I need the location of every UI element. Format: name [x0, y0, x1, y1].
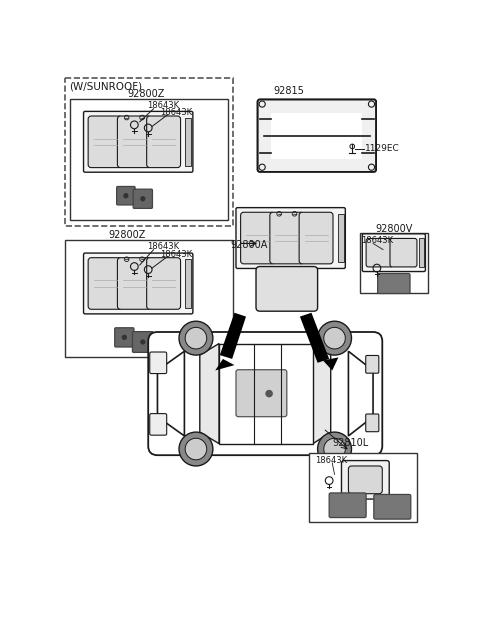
FancyBboxPatch shape [366, 414, 379, 432]
Polygon shape [348, 351, 373, 436]
Circle shape [124, 194, 128, 197]
FancyBboxPatch shape [133, 189, 153, 209]
Bar [419, 238, 424, 267]
Text: 18643K: 18643K [147, 101, 180, 110]
Polygon shape [300, 313, 329, 363]
Bar [360, 233, 428, 294]
Bar [65, 239, 233, 357]
Text: 18643K: 18643K [361, 236, 394, 245]
FancyBboxPatch shape [366, 238, 393, 267]
FancyBboxPatch shape [374, 494, 411, 519]
FancyBboxPatch shape [84, 112, 193, 172]
Text: 1129EC: 1129EC [365, 144, 399, 153]
FancyBboxPatch shape [150, 352, 167, 373]
FancyBboxPatch shape [299, 212, 333, 264]
Polygon shape [157, 351, 184, 436]
FancyBboxPatch shape [258, 99, 376, 172]
Text: 92800A: 92800A [230, 241, 268, 251]
Circle shape [318, 432, 351, 466]
FancyBboxPatch shape [329, 493, 366, 518]
Bar [185, 259, 192, 308]
FancyBboxPatch shape [362, 234, 425, 271]
Circle shape [141, 340, 145, 344]
FancyBboxPatch shape [147, 116, 180, 168]
Circle shape [179, 432, 213, 466]
FancyBboxPatch shape [150, 413, 167, 435]
Circle shape [318, 321, 351, 355]
Polygon shape [323, 357, 338, 370]
FancyBboxPatch shape [147, 258, 180, 309]
Text: 92800Z: 92800Z [127, 89, 165, 99]
Text: 92810L: 92810L [332, 438, 369, 448]
FancyBboxPatch shape [236, 370, 287, 416]
Circle shape [324, 438, 345, 460]
FancyBboxPatch shape [256, 267, 318, 311]
Text: 18643K: 18643K [160, 250, 192, 259]
Text: (W/SUNROOF): (W/SUNROOF) [69, 81, 142, 92]
FancyBboxPatch shape [84, 253, 193, 314]
Bar [185, 118, 192, 166]
FancyBboxPatch shape [240, 212, 275, 264]
Text: 92800V: 92800V [375, 224, 413, 234]
Polygon shape [215, 359, 234, 370]
Circle shape [179, 321, 213, 355]
FancyBboxPatch shape [390, 238, 417, 267]
Circle shape [266, 391, 272, 397]
Text: 18643K: 18643K [315, 456, 348, 465]
Polygon shape [219, 344, 313, 444]
Polygon shape [220, 313, 246, 359]
Circle shape [185, 438, 207, 460]
FancyBboxPatch shape [148, 332, 382, 455]
Circle shape [324, 328, 345, 349]
FancyBboxPatch shape [341, 460, 389, 499]
FancyBboxPatch shape [236, 208, 345, 268]
FancyBboxPatch shape [270, 212, 304, 264]
Text: 18643K: 18643K [160, 108, 192, 117]
Polygon shape [200, 344, 219, 444]
Bar [71, 99, 228, 220]
Bar [337, 214, 344, 262]
Circle shape [141, 197, 145, 201]
Bar [271, 112, 362, 159]
FancyBboxPatch shape [118, 116, 151, 168]
Bar [309, 453, 417, 522]
FancyBboxPatch shape [117, 186, 135, 205]
FancyBboxPatch shape [115, 328, 134, 347]
FancyBboxPatch shape [132, 331, 153, 352]
FancyBboxPatch shape [88, 116, 122, 168]
Circle shape [122, 336, 126, 339]
Text: 18643K: 18643K [147, 242, 180, 251]
FancyBboxPatch shape [348, 466, 382, 494]
FancyBboxPatch shape [88, 258, 122, 309]
FancyBboxPatch shape [118, 258, 151, 309]
FancyBboxPatch shape [378, 273, 410, 294]
Text: 92800Z: 92800Z [108, 230, 145, 239]
Text: 92815: 92815 [273, 86, 304, 96]
Circle shape [185, 328, 207, 349]
FancyBboxPatch shape [366, 355, 379, 373]
Polygon shape [313, 344, 331, 444]
